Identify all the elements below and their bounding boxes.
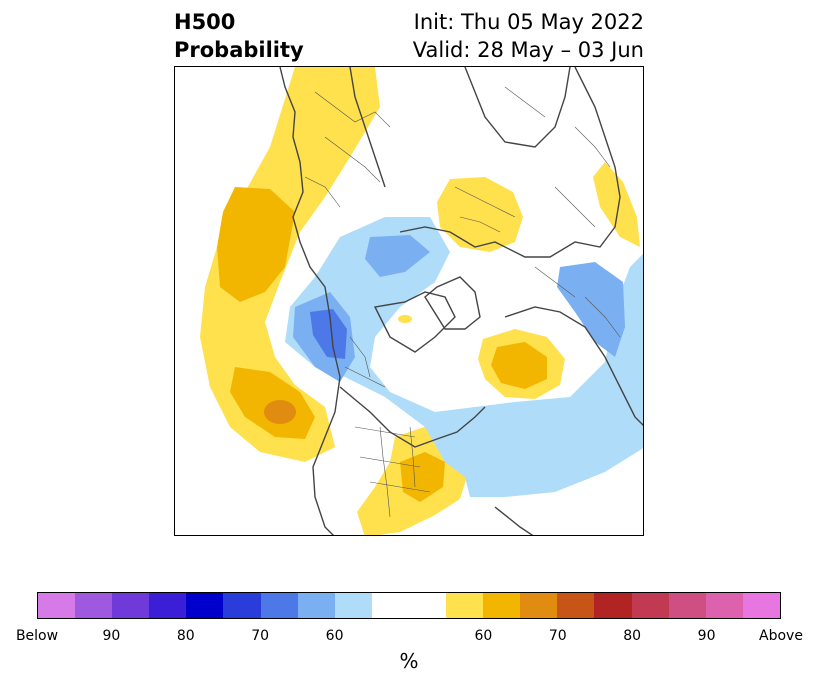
colorbar-segment bbox=[408, 593, 447, 618]
above-core-north-pacific bbox=[217, 187, 295, 302]
colorbar-segment bbox=[742, 593, 780, 618]
colorbar-segment bbox=[705, 593, 743, 618]
colorbar-segment bbox=[223, 593, 261, 618]
colorbar-segment bbox=[186, 593, 224, 618]
above-core-atlantic bbox=[491, 342, 547, 389]
colorbar-tick-label: 80 bbox=[176, 628, 195, 644]
colorbar-tick-label: Above bbox=[759, 628, 803, 644]
above-region-siberia bbox=[593, 162, 640, 247]
colorbar-segment bbox=[520, 593, 558, 618]
colorbar-segment bbox=[75, 593, 113, 618]
date-info: Init: Thu 05 May 2022 Valid: 28 May – 03… bbox=[413, 8, 644, 64]
init-date: Init: Thu 05 May 2022 bbox=[413, 10, 644, 34]
colorbar bbox=[37, 592, 781, 619]
colorbar-tick-label: Below bbox=[15, 628, 59, 644]
above-core-eastern-us bbox=[400, 452, 445, 502]
title-line-2: Probability bbox=[174, 38, 304, 62]
colorbar-tick-label: 80 bbox=[623, 628, 642, 644]
colorbar-tick-label: 60 bbox=[325, 628, 344, 644]
above-region-north-pacific bbox=[200, 67, 380, 462]
below-core-arctic bbox=[365, 235, 430, 277]
map-title: H500 Probability bbox=[174, 8, 304, 64]
colorbar-tick-label: 70 bbox=[251, 628, 270, 644]
probability-map bbox=[200, 67, 643, 535]
colorbar-segment bbox=[297, 593, 335, 618]
colorbar-segment bbox=[557, 593, 595, 618]
colorbar-segment bbox=[446, 593, 484, 618]
colorbar-segment bbox=[260, 593, 298, 618]
above-region-europe bbox=[437, 177, 523, 252]
colorbar-tick-label: 90 bbox=[697, 628, 716, 644]
map-panel bbox=[174, 66, 644, 536]
colorbar-segment bbox=[668, 593, 706, 618]
political-borders bbox=[304, 86, 621, 518]
below-region-arctic-pacific bbox=[285, 217, 643, 497]
below-core-siberia bbox=[557, 262, 625, 357]
colorbar-segment bbox=[38, 593, 76, 618]
colorbar-segment bbox=[483, 593, 521, 618]
above-region-northeast-canada bbox=[398, 315, 412, 323]
colorbar-segment bbox=[112, 593, 150, 618]
colorbar-tick-label: 60 bbox=[474, 628, 493, 644]
below-max-western-canada bbox=[310, 309, 347, 359]
colorbar-segment bbox=[594, 593, 632, 618]
colorbar-tick-label: 70 bbox=[548, 628, 567, 644]
colorbar-segment bbox=[371, 593, 409, 618]
colorbar-segment bbox=[334, 593, 372, 618]
colorbar-segment bbox=[631, 593, 669, 618]
above-max-south-pacific bbox=[264, 400, 296, 424]
title-line-1: H500 bbox=[174, 10, 236, 34]
coastlines bbox=[279, 67, 643, 535]
colorbar-segment bbox=[149, 593, 187, 618]
colorbar-unit-label: % bbox=[399, 649, 419, 673]
colorbar-tick-label: 90 bbox=[102, 628, 121, 644]
valid-date: Valid: 28 May – 03 Jun bbox=[412, 38, 644, 62]
